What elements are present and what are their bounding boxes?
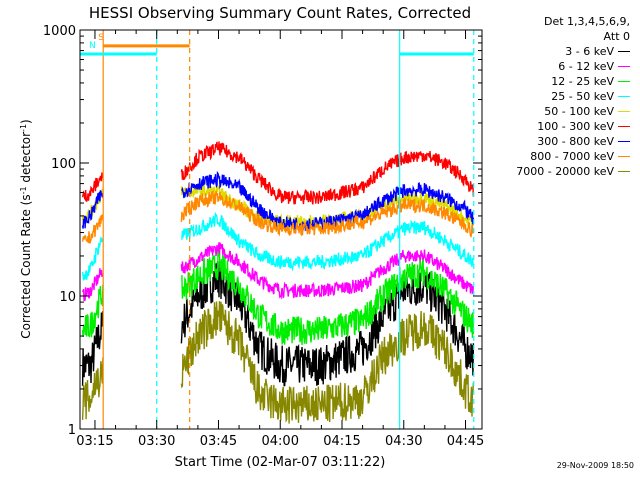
x-tick-label: 04:45 (447, 434, 484, 449)
legend-header-line-1: Det 1,3,4,5,6,9, (543, 15, 630, 28)
legend-swatch (618, 171, 630, 172)
flag-label-0: S (98, 33, 104, 43)
series-line-1 (81, 242, 475, 302)
series-line-3 (81, 211, 475, 281)
legend: Det 1,3,4,5,6,9, Att 0 3 - 6 keV 6 - 12 k… (480, 14, 630, 179)
x-tick-label: 04:00 (262, 434, 299, 449)
legend-entry: 3 - 6 keV (480, 44, 630, 59)
y-axis-label-part-5: ) (19, 119, 33, 124)
legend-swatch (618, 81, 630, 82)
x-tick-label: 03:45 (200, 434, 237, 449)
legend-entries: 3 - 6 keV 6 - 12 keV 12 - 25 keV 25 - 50 ke… (480, 44, 630, 179)
axes-layer: 1 10 100 1000 03:15 03:30 03:45 04:00 04:15 04:30… (43, 24, 484, 449)
y-tick-label: 1000 (43, 24, 76, 39)
legend-entry: 50 - 100 keV (480, 104, 630, 119)
legend-swatch (618, 141, 630, 142)
data-layer (81, 141, 475, 424)
legend-swatch (618, 156, 630, 157)
legend-entry: 7000 - 20000 keV (480, 164, 630, 179)
y-axis-label: Corrected Count Rate (s-1 detector-1) (19, 119, 33, 338)
y-axis-label-part-1: Corrected Count Rate (s (19, 194, 33, 338)
y-axis-label-part-4: -1 (19, 124, 28, 132)
series-line-2 (81, 251, 475, 346)
legend-entry: 12 - 25 keV (480, 74, 630, 89)
legend-swatch (618, 96, 630, 97)
series-line-7 (81, 190, 475, 244)
plot-frame (79, 29, 483, 430)
legend-entry-label: 6 - 12 keV (558, 60, 614, 73)
legend-entry-label: 3 - 6 keV (565, 45, 614, 58)
series-line-8 (81, 301, 475, 424)
legend-entry-label: 300 - 800 keV (537, 135, 614, 148)
legend-swatch (618, 66, 630, 67)
legend-swatch (618, 51, 630, 52)
x-axis-label: Start Time (02-Mar-07 03:11:22) (175, 455, 386, 470)
y-tick-label: 10 (59, 290, 76, 305)
legend-entry: 25 - 50 keV (480, 89, 630, 104)
flag-label-1: N (89, 41, 96, 51)
legend-entry-label: 800 - 7000 keV (530, 150, 614, 163)
legend-entry-label: 12 - 25 keV (551, 75, 614, 88)
y-tick-label: 100 (51, 157, 76, 172)
y-axis-label-part-3: detector (19, 132, 33, 187)
flag-layer: SN (80, 30, 475, 429)
legend-entry-label: 7000 - 20000 keV (516, 165, 614, 178)
legend-header-line-2: Att 0 (603, 30, 630, 43)
y-tick-label: 1 (68, 423, 76, 438)
y-axis-label-part-2: -1 (19, 186, 28, 194)
timestamp: 29-Nov-2009 18:50 (556, 461, 634, 470)
legend-entry-label: 25 - 50 keV (551, 90, 614, 103)
x-tick-label: 03:15 (76, 434, 113, 449)
legend-swatch (618, 126, 630, 127)
legend-entry-label: 50 - 100 keV (544, 105, 614, 118)
legend-swatch (618, 111, 630, 112)
series-line-5 (81, 141, 475, 205)
chart-title: HESSI Observing Summary Count Rates, Cor… (89, 4, 471, 22)
legend-entry: 6 - 12 keV (480, 59, 630, 74)
legend-entry: 100 - 300 keV (480, 119, 630, 134)
x-tick-label: 04:15 (323, 434, 360, 449)
legend-entry-label: 100 - 300 keV (537, 120, 614, 133)
x-tick-label: 03:30 (138, 434, 175, 449)
x-tick-label: 04:30 (385, 434, 422, 449)
legend-entry: 800 - 7000 keV (480, 149, 630, 164)
legend-entry: 300 - 800 keV (480, 134, 630, 149)
